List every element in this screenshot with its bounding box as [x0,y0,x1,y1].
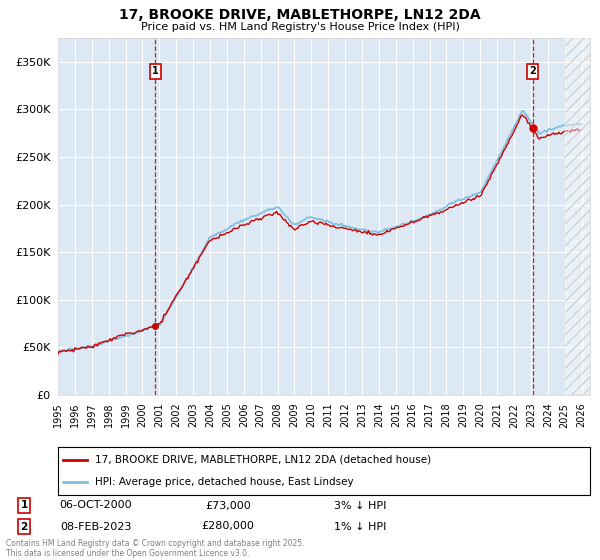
Text: HPI: Average price, detached house, East Lindsey: HPI: Average price, detached house, East… [95,477,354,487]
Text: 17, BROOKE DRIVE, MABLETHORPE, LN12 2DA (detached house): 17, BROOKE DRIVE, MABLETHORPE, LN12 2DA … [95,455,431,465]
Text: 2: 2 [20,521,28,531]
Text: Contains HM Land Registry data © Crown copyright and database right 2025.
This d: Contains HM Land Registry data © Crown c… [6,539,305,558]
Text: 3% ↓ HPI: 3% ↓ HPI [334,501,386,511]
Text: £280,000: £280,000 [202,521,254,531]
Text: 08-FEB-2023: 08-FEB-2023 [61,521,131,531]
Bar [565,38,590,395]
Text: 1% ↓ HPI: 1% ↓ HPI [334,521,386,531]
Text: 17, BROOKE DRIVE, MABLETHORPE, LN12 2DA: 17, BROOKE DRIVE, MABLETHORPE, LN12 2DA [119,8,481,22]
Text: Price paid vs. HM Land Registry's House Price Index (HPI): Price paid vs. HM Land Registry's House … [140,22,460,32]
Text: 1: 1 [20,501,28,511]
Text: £73,000: £73,000 [205,501,251,511]
Text: 2: 2 [529,66,536,76]
Text: 1: 1 [152,66,159,76]
Bar [565,38,590,395]
Text: 06-OCT-2000: 06-OCT-2000 [59,501,133,511]
